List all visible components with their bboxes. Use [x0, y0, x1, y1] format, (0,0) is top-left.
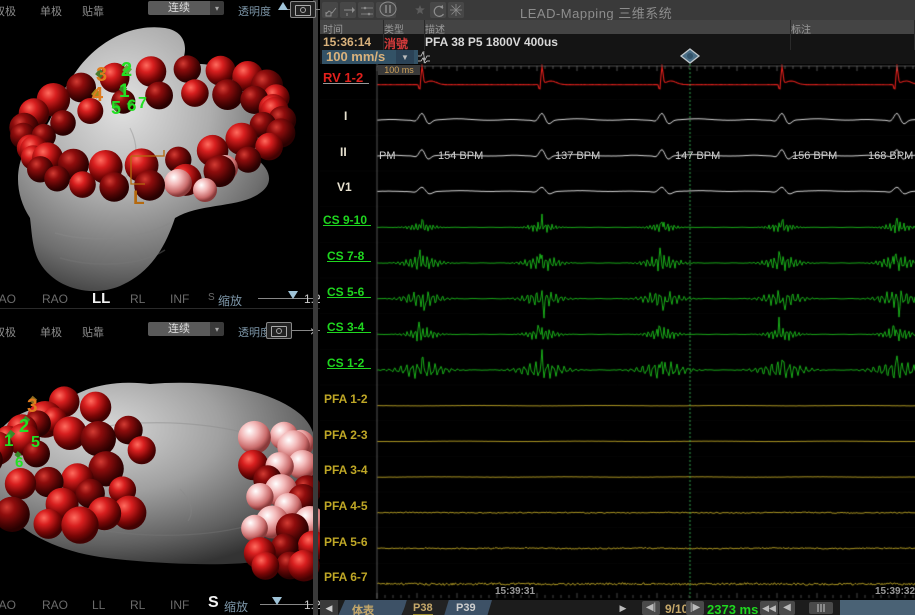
svg-text:3: 3 — [27, 396, 38, 417]
svg-text:1: 1 — [4, 431, 13, 450]
svg-text:5: 5 — [31, 434, 40, 451]
svg-text:6: 6 — [127, 96, 136, 115]
svg-text:6: 6 — [15, 454, 23, 471]
svg-text:7: 7 — [138, 95, 147, 112]
svg-text:5: 5 — [111, 98, 121, 118]
svg-text:2: 2 — [19, 416, 29, 436]
svg-text:L: L — [133, 188, 145, 209]
svg-text:2: 2 — [121, 59, 132, 81]
svg-text:4: 4 — [92, 84, 104, 106]
svg-text:3: 3 — [96, 64, 107, 86]
